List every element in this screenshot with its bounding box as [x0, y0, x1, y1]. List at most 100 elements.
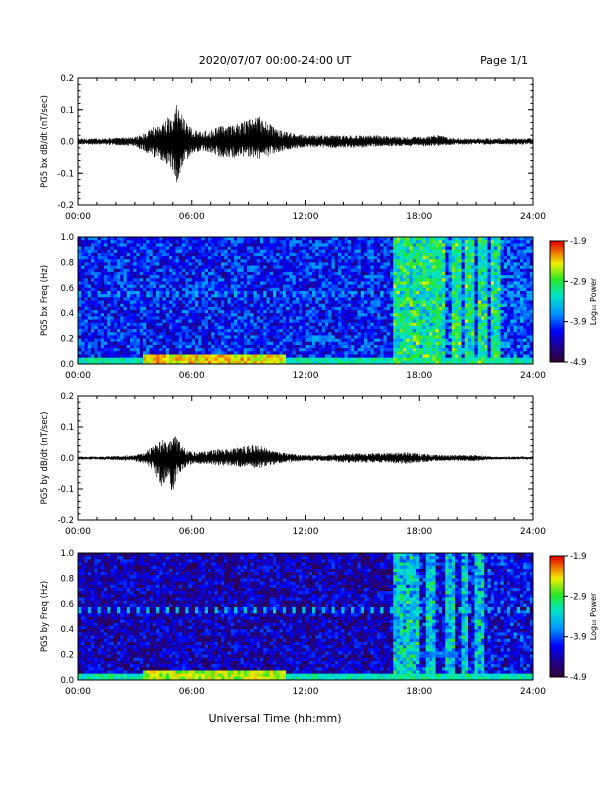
spectrogram-cell — [221, 271, 225, 276]
spectrogram-cell — [432, 256, 436, 260]
spectrogram-cell — [136, 322, 141, 327]
spectrogram-cell — [113, 344, 118, 349]
spectrogram-cell — [357, 313, 362, 317]
spectrogram-cell — [448, 294, 453, 298]
spectrogram-cell — [435, 357, 440, 362]
spectrogram-cell — [338, 341, 342, 346]
spectrogram-cell — [123, 319, 128, 324]
spectrogram-cell — [191, 275, 196, 279]
spectrogram-cell — [143, 240, 147, 244]
spectrogram-cell — [237, 262, 241, 266]
spectrogram-cell — [399, 310, 404, 314]
spectrogram-cell — [185, 271, 189, 276]
spectrogram-cell — [175, 354, 180, 359]
spectrogram-cell — [396, 360, 401, 365]
spectrogram-cell — [156, 243, 160, 247]
spectrogram-cell — [104, 360, 108, 365]
spectrogram-cell — [341, 322, 345, 327]
spectrogram-cell — [149, 237, 154, 241]
spectrogram-cell — [435, 294, 440, 298]
spectrogram-cell — [94, 310, 98, 314]
spectrogram-cell — [247, 259, 251, 263]
spectrogram-cell — [455, 284, 459, 289]
spectrogram-cell — [406, 306, 410, 311]
spectrogram-cell — [156, 316, 160, 320]
spectrogram-cell — [435, 252, 440, 257]
spectrogram-cell — [97, 294, 102, 298]
spectrogram-cell — [367, 351, 371, 355]
spectrogram-cell — [256, 306, 261, 311]
spectrogram-cell — [422, 322, 427, 327]
spectrogram-cell — [341, 252, 345, 257]
spectrogram-cell — [279, 322, 284, 327]
spectrogram-cell — [217, 259, 222, 263]
spectrogram-cell — [162, 265, 167, 270]
spectrogram-cell — [110, 319, 115, 324]
spectrogram-cell — [165, 237, 170, 241]
spectrogram-cell — [263, 319, 267, 324]
spectrogram-cell — [169, 344, 173, 349]
spectrogram-cell — [91, 252, 95, 257]
spectrogram-cell — [325, 354, 329, 359]
spectrogram-cell — [266, 237, 271, 241]
spectrogram-cell — [172, 294, 176, 298]
spectrogram-cell — [143, 256, 147, 260]
spectrogram-cell — [172, 329, 176, 333]
spectrogram-cell — [364, 271, 368, 276]
spectrogram-cell — [237, 351, 241, 355]
spectrogram-cell — [338, 310, 342, 314]
spectrogram-cell — [373, 332, 378, 336]
spectrogram-cell — [263, 268, 267, 273]
spectrogram-cell — [321, 306, 326, 311]
spectrogram-cell — [419, 284, 423, 289]
spectrogram-cell — [351, 357, 355, 362]
spectrogram-cell — [191, 306, 196, 311]
spectrogram-cell — [195, 243, 199, 247]
spectrogram-cell — [416, 322, 420, 327]
spectrogram-cell — [409, 265, 414, 270]
spectrogram-cell — [455, 348, 459, 352]
spectrogram-cell — [451, 360, 456, 365]
spectrogram-cell — [273, 344, 277, 349]
spectrogram-cell — [412, 252, 417, 257]
spectrogram-cell — [318, 310, 323, 314]
spectrogram-cell — [243, 237, 248, 241]
spectrogram-cell — [234, 237, 238, 241]
spectrogram-cell — [461, 329, 466, 333]
spectrogram-cell — [123, 252, 128, 257]
spectrogram-cell — [165, 256, 170, 260]
spectrogram-cell — [156, 259, 160, 263]
spectrogram-cell — [91, 348, 95, 352]
spectrogram-cell — [334, 294, 339, 298]
spectrogram-cell — [214, 341, 219, 346]
spectrogram-cell — [409, 275, 414, 279]
spectrogram-cell — [422, 329, 427, 333]
spectrogram-cell — [341, 275, 345, 279]
spectrogram-cell — [191, 259, 196, 263]
spectrogram-cell — [396, 351, 401, 355]
spectrogram-cell — [399, 332, 404, 336]
spectrogram-cell — [409, 290, 414, 295]
spectrogram-cell — [133, 249, 137, 254]
spectrogram-cell — [399, 265, 404, 270]
spectrogram-cell — [247, 329, 251, 333]
spectrogram-cell — [178, 357, 183, 362]
spectrogram-cell — [419, 297, 423, 301]
spectrogram-cell — [338, 271, 342, 276]
spectrogram-cell — [117, 306, 121, 311]
spectrogram-cell — [386, 344, 391, 349]
spectrogram-cell — [234, 300, 238, 305]
spectrogram-cell — [221, 360, 225, 365]
spectrogram-cell — [130, 329, 134, 333]
spectrogram-cell — [344, 275, 349, 279]
spectrogram-cell — [117, 249, 121, 254]
spectrogram-cell — [451, 354, 456, 359]
spectrogram-cell — [403, 252, 407, 257]
spectrogram-cell — [234, 357, 238, 362]
spectrogram-cell — [211, 297, 215, 301]
spectrogram-cell — [156, 357, 160, 362]
spectrogram-cell — [198, 290, 202, 295]
spectrogram-cell — [230, 281, 235, 286]
spectrogram-cell — [263, 290, 267, 295]
spectrogram-cell — [178, 300, 183, 305]
